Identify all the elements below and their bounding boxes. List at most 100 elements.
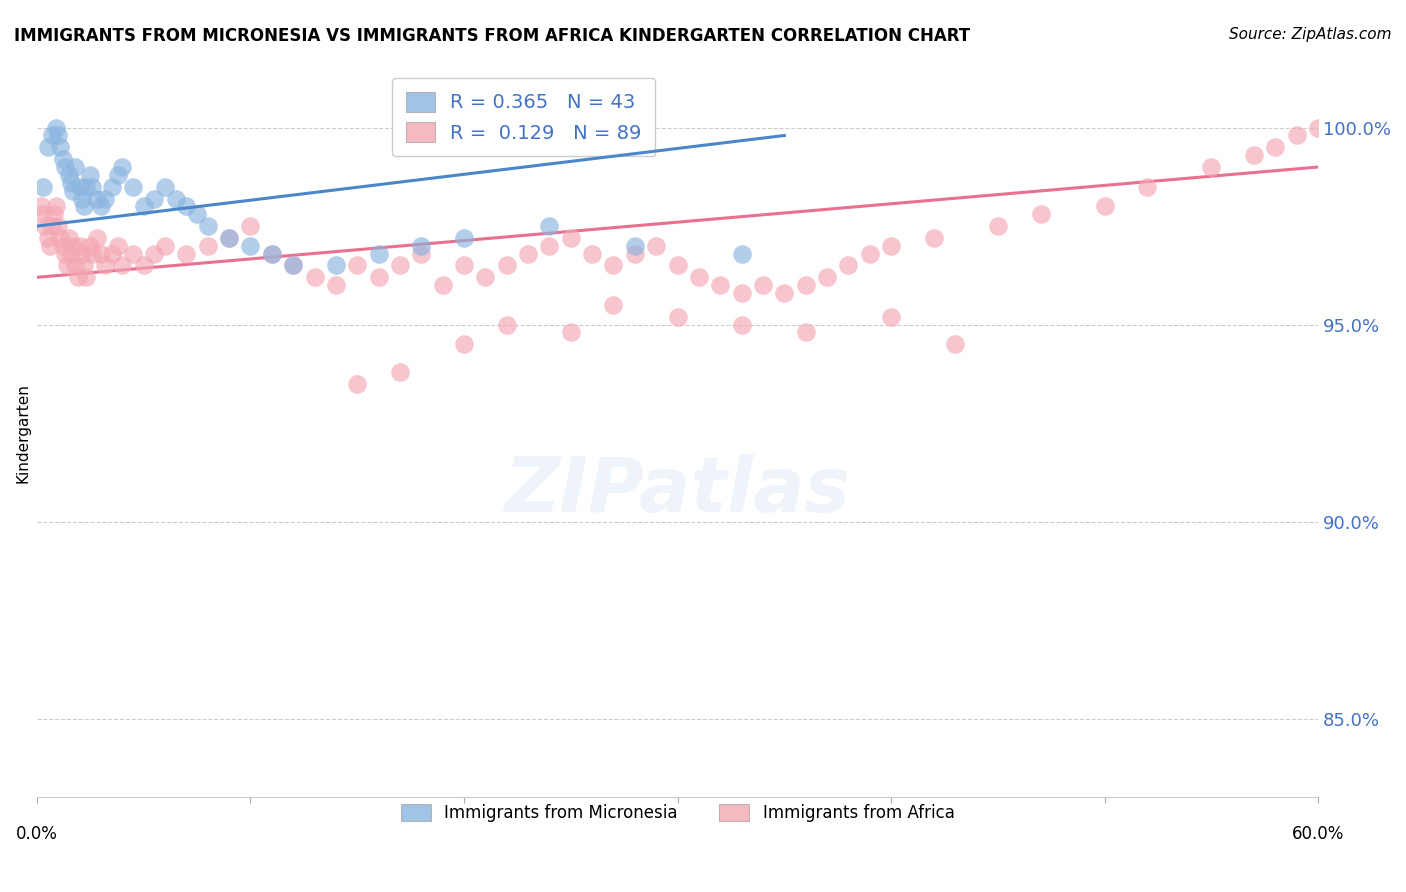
Point: [58, 231, 80, 245]
Point: [122, 179, 145, 194]
Point: [107, 168, 129, 182]
Point: [65, 259, 87, 273]
Point: [645, 239, 668, 253]
Point: [82, 179, 104, 194]
Point: [474, 270, 496, 285]
Legend: Immigrants from Micronesia, Immigrants from Africa: Immigrants from Micronesia, Immigrants f…: [394, 797, 962, 829]
Point: [1285, 128, 1308, 143]
Point: [794, 278, 817, 293]
Point: [688, 270, 710, 285]
Point: [111, 259, 134, 273]
Point: [75, 270, 97, 285]
Text: 60.0%: 60.0%: [1292, 825, 1344, 843]
Point: [42, 207, 65, 221]
Text: IMMIGRANTS FROM MICRONESIA VS IMMIGRANTS FROM AFRICA KINDERGARTEN CORRELATION CH: IMMIGRANTS FROM MICRONESIA VS IMMIGRANTS…: [14, 27, 970, 45]
Point: [880, 239, 903, 253]
Point: [666, 310, 689, 324]
Point: [45, 199, 67, 213]
Point: [75, 179, 97, 194]
Point: [37, 231, 59, 245]
Point: [186, 207, 208, 221]
Point: [602, 259, 624, 273]
Point: [94, 192, 117, 206]
Point: [1136, 179, 1159, 194]
Point: [239, 239, 262, 253]
Point: [1243, 148, 1265, 162]
Point: [560, 231, 582, 245]
Point: [132, 259, 155, 273]
Point: [58, 168, 80, 182]
Point: [79, 239, 101, 253]
Point: [32, 207, 55, 221]
Point: [388, 259, 411, 273]
Point: [73, 199, 96, 213]
Point: [41, 128, 63, 143]
Point: [60, 176, 83, 190]
Point: [86, 192, 108, 206]
Point: [107, 239, 129, 253]
Point: [987, 219, 1010, 233]
Point: [69, 179, 91, 194]
Point: [49, 140, 72, 154]
Point: [239, 219, 262, 233]
Point: [218, 231, 240, 245]
Point: [70, 246, 93, 260]
Point: [41, 219, 63, 233]
Point: [602, 298, 624, 312]
Point: [367, 246, 389, 260]
Point: [52, 152, 75, 166]
Point: [30, 199, 52, 213]
Point: [90, 246, 112, 260]
Text: Source: ZipAtlas.com: Source: ZipAtlas.com: [1229, 27, 1392, 42]
Point: [1029, 207, 1052, 221]
Point: [666, 259, 689, 273]
Point: [176, 246, 198, 260]
Point: [453, 337, 475, 351]
Point: [66, 270, 89, 285]
Point: [153, 179, 176, 194]
Point: [495, 259, 517, 273]
Point: [1308, 120, 1330, 135]
Point: [624, 239, 647, 253]
Point: [60, 246, 83, 260]
Point: [388, 365, 411, 379]
Point: [100, 246, 122, 260]
Point: [538, 239, 561, 253]
Point: [1094, 199, 1116, 213]
Point: [165, 192, 187, 206]
Point: [38, 239, 60, 253]
Point: [517, 246, 540, 260]
Point: [260, 246, 283, 260]
Point: [411, 239, 433, 253]
Point: [56, 259, 79, 273]
Point: [709, 278, 731, 293]
Point: [943, 337, 966, 351]
Point: [624, 246, 647, 260]
Point: [453, 259, 475, 273]
Point: [62, 239, 84, 253]
Point: [922, 231, 945, 245]
Point: [132, 199, 155, 213]
Point: [304, 270, 326, 285]
Point: [773, 286, 796, 301]
Point: [86, 231, 108, 245]
Point: [32, 179, 55, 194]
Point: [453, 231, 475, 245]
Point: [69, 239, 91, 253]
Point: [143, 192, 166, 206]
Point: [495, 318, 517, 332]
Point: [53, 246, 76, 260]
Point: [794, 326, 817, 340]
Point: [37, 140, 59, 154]
Point: [880, 310, 903, 324]
Point: [65, 160, 87, 174]
Point: [1201, 160, 1223, 174]
Point: [46, 219, 69, 233]
Point: [752, 278, 775, 293]
Point: [218, 231, 240, 245]
Point: [260, 246, 283, 260]
Text: ZIPatlas: ZIPatlas: [505, 454, 851, 528]
Point: [197, 219, 219, 233]
Point: [79, 168, 101, 182]
Point: [52, 239, 75, 253]
